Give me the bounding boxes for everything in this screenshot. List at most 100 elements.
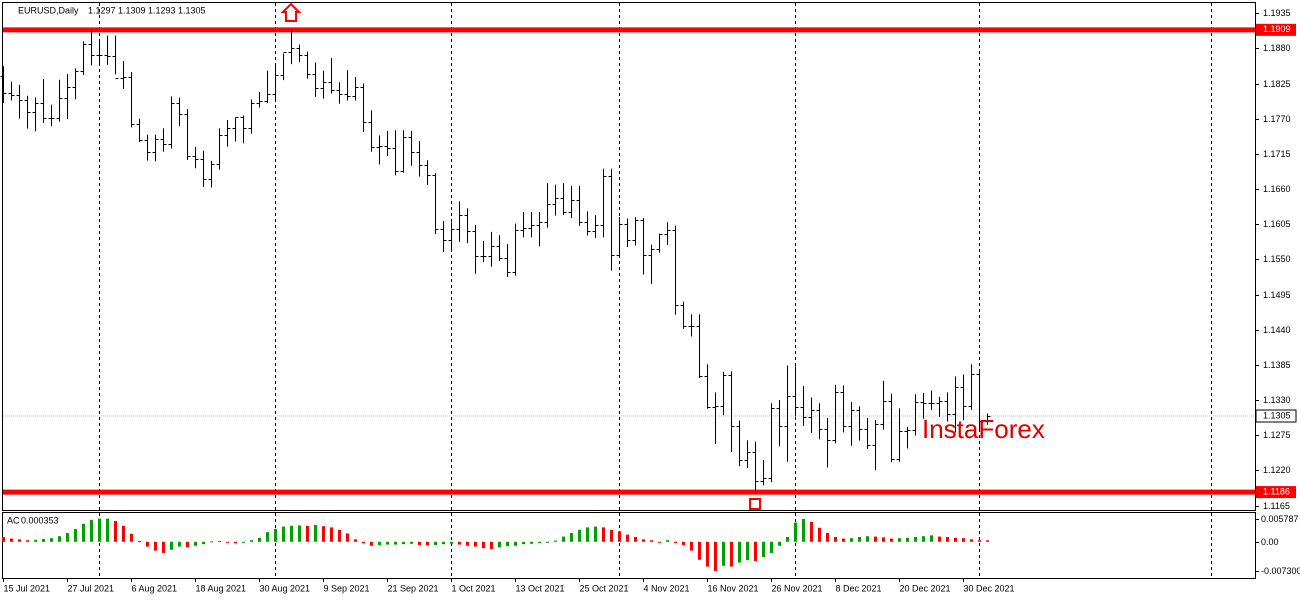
indicator-bar — [650, 540, 653, 542]
y-tick-label: 1.1880 — [1263, 43, 1291, 53]
indicator-bar — [42, 538, 45, 542]
indicator-bar — [834, 536, 837, 542]
x-tick-label: 4 Nov 2021 — [644, 583, 690, 593]
indicator-bar — [898, 538, 901, 542]
indicator-bar — [938, 536, 941, 542]
x-tick-label: 20 Dec 2021 — [900, 583, 951, 593]
x-tick-label: 27 Jul 2021 — [68, 583, 115, 593]
indicator-bar — [314, 524, 317, 542]
indicator-bar — [338, 529, 341, 542]
indicator-bar — [458, 541, 461, 545]
level-label: 1.1186 — [1263, 486, 1290, 496]
indicator-bar — [58, 536, 61, 542]
indicator-bar — [74, 528, 77, 542]
indicator-bar — [82, 523, 85, 542]
indicator-bar — [826, 532, 829, 542]
indicator-bar — [194, 541, 197, 546]
indicator-y-tick-label: -0.007300 — [1261, 566, 1300, 576]
indicator-bar — [98, 518, 101, 542]
indicator-bar — [778, 541, 781, 546]
indicator-bar — [434, 541, 437, 545]
indicator-bar — [810, 521, 813, 542]
bars — [0, 29, 991, 494]
indicator-bar — [850, 538, 853, 542]
indicator-bar — [554, 540, 557, 542]
indicator-bar — [706, 541, 709, 567]
indicator-bar — [690, 541, 693, 551]
indicator-bar — [722, 541, 725, 566]
x-tick-label: 18 Aug 2021 — [196, 583, 247, 593]
indicator-bar — [714, 541, 717, 571]
x-tick-label: 25 Oct 2021 — [580, 583, 629, 593]
indicator-bar — [514, 541, 517, 546]
indicator-bar — [626, 534, 629, 542]
indicator-bar — [986, 540, 989, 542]
indicator-bar — [202, 541, 205, 545]
indicator-bar — [906, 537, 909, 542]
indicator-bar — [570, 532, 573, 542]
indicator-bar — [546, 541, 549, 543]
x-tick-label: 9 Sep 2021 — [324, 583, 370, 593]
indicator-bar — [170, 541, 173, 550]
indicator-bar — [490, 541, 493, 549]
indicator-bar — [586, 527, 589, 542]
level-label: 1.1909 — [1263, 24, 1291, 34]
indicator-bar — [842, 538, 845, 542]
indicator-bar — [178, 541, 181, 547]
indicator-bar — [642, 539, 645, 542]
x-tick-label: 30 Dec 2021 — [964, 583, 1015, 593]
current-price-label: 1.1305 — [1263, 410, 1291, 420]
indicator-bar — [258, 537, 261, 542]
watermark: InstaForex — [922, 414, 1045, 444]
symbol-label: EURUSD,Daily — [18, 5, 79, 15]
indicator-bar — [738, 541, 741, 563]
indicator-bar — [530, 541, 533, 544]
y-tick-label: 1.1440 — [1263, 325, 1291, 335]
indicator-bar — [890, 538, 893, 542]
indicator-bar — [346, 533, 349, 542]
indicator-bar — [770, 541, 773, 553]
indicator-bar — [226, 541, 229, 543]
indicator-bar — [26, 540, 29, 542]
indicator-bar — [922, 536, 925, 542]
price-panel — [2, 2, 1256, 511]
indicator-bar — [10, 538, 13, 542]
level-label-box — [1256, 486, 1296, 499]
indicator-value: 0.000353 — [21, 515, 59, 525]
indicator-bar — [466, 541, 469, 546]
x-tick-label: 15 Jul 2021 — [4, 583, 51, 593]
indicator-bar — [522, 541, 525, 545]
indicator-bar — [730, 541, 733, 567]
indicator-bar — [482, 541, 485, 549]
y-tick-label: 1.1935 — [1263, 8, 1291, 18]
indicator-bar — [962, 538, 965, 542]
indicator-bar — [874, 536, 877, 542]
indicator-bar — [330, 527, 333, 542]
indicator-bar — [394, 541, 397, 545]
indicator-bar — [114, 520, 117, 542]
y-tick-label: 1.1495 — [1263, 290, 1291, 300]
indicator-bar — [578, 529, 581, 542]
x-tick-label: 13 Oct 2021 — [516, 583, 565, 593]
last-high: 1.1309 — [118, 5, 146, 15]
last-low: 1.1293 — [148, 5, 176, 15]
y-tick-label: 1.1715 — [1263, 149, 1291, 159]
indicator-bar — [90, 519, 93, 542]
indicator-bar — [946, 536, 949, 542]
up-arrow — [280, 2, 302, 22]
indicator-bar — [402, 541, 405, 545]
indicator-bar — [122, 525, 125, 542]
indicator-bar — [794, 522, 797, 542]
x-tick-label: 30 Aug 2021 — [260, 583, 311, 593]
indicator-y-tick-label: 0.00 — [1261, 537, 1279, 547]
indicator-bar — [418, 541, 421, 545]
y-tick-label: 1.1660 — [1263, 184, 1291, 194]
indicator-bar — [746, 541, 749, 561]
indicator-bar — [130, 533, 133, 542]
indicator-bar — [370, 541, 373, 546]
y-tick-label: 1.1220 — [1263, 465, 1291, 475]
x-tick-label: 21 Sep 2021 — [388, 583, 439, 593]
indicator-bar — [306, 525, 309, 542]
indicator-bar — [930, 535, 933, 542]
